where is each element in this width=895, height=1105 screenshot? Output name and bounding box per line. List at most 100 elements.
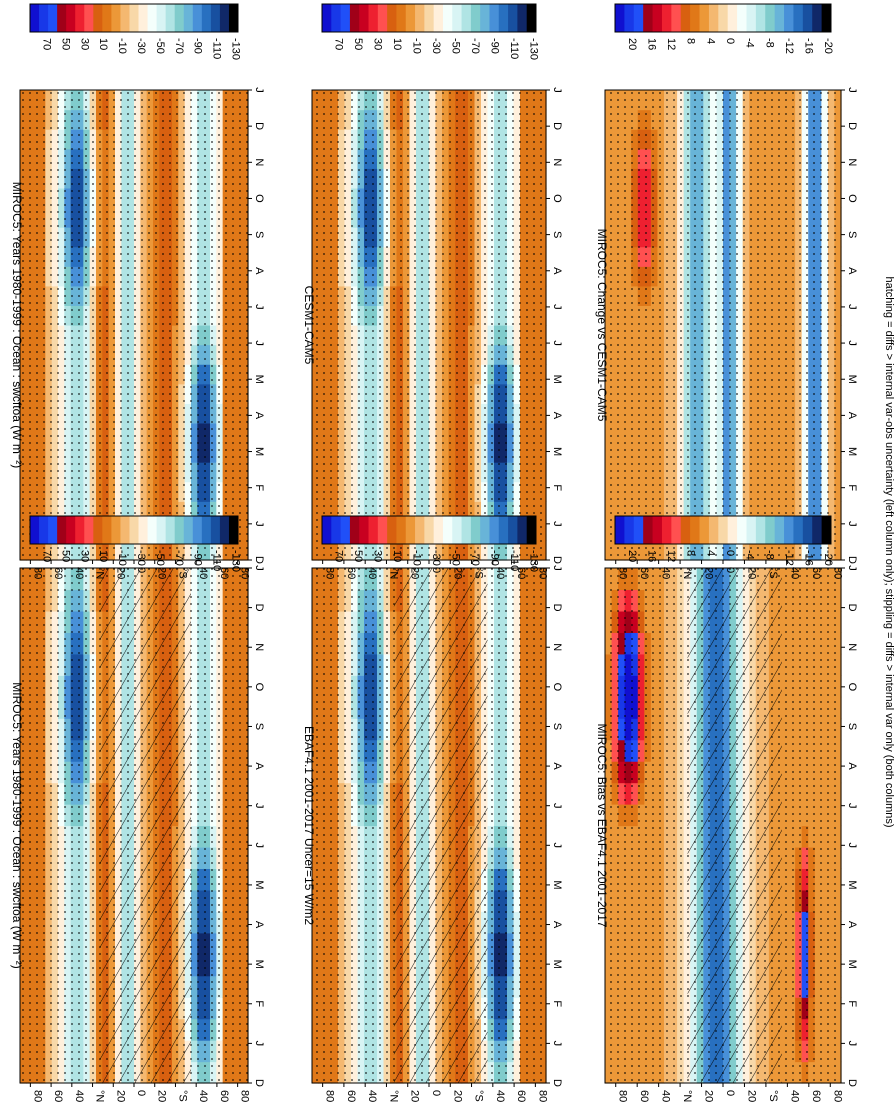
latitude-tick-label: 60 — [515, 567, 527, 579]
stippling-overlay — [312, 90, 546, 560]
latitude-tick-label: °S — [473, 567, 485, 579]
month-tick-label: A — [846, 762, 858, 770]
latitude-tick-label: 40 — [494, 567, 506, 579]
month-tick-label: O — [551, 683, 563, 692]
month-tick-label: A — [253, 921, 265, 929]
month-tick-label: D — [846, 1079, 858, 1087]
month-tick-label: M — [551, 447, 563, 456]
month-tick-label: J — [253, 340, 265, 346]
month-tick-label: D — [551, 556, 563, 564]
month-tick-label: O — [253, 194, 265, 203]
latitude-tick-label: 40 — [366, 1090, 378, 1102]
month-tick-label: J — [253, 565, 265, 571]
latitude-tick-label: 80 — [617, 1090, 629, 1102]
latitude-tick-label: 20 — [703, 1090, 715, 1102]
latitude-tick-label: 40 — [494, 1090, 506, 1102]
month-tick-label: M — [551, 375, 563, 384]
latitude-tick-label: 80 — [324, 567, 336, 579]
month-tick-label: A — [846, 921, 858, 929]
latitude-tick-label: °N — [94, 1090, 106, 1102]
hatching-overlay — [99, 568, 191, 1083]
latitude-tick-label: 0 — [430, 1090, 442, 1096]
month-tick-label: J — [551, 87, 563, 93]
latitude-tick-label: 20 — [409, 567, 421, 579]
month-tick-label: J — [551, 843, 563, 849]
month-tick-label: M — [253, 375, 265, 384]
latitude-tick-label: 60 — [218, 567, 230, 579]
latitude-tick-label: °N — [387, 567, 399, 579]
latitude-tick-label: 60 — [52, 1090, 64, 1102]
latitude-tick-label: 60 — [515, 1090, 527, 1102]
latitude-tick-label: 0 — [430, 567, 442, 573]
month-tick-label: M — [253, 447, 265, 456]
month-tick-label: M — [551, 880, 563, 889]
month-tick-label: M — [551, 960, 563, 969]
latitude-tick-label: °S — [176, 567, 188, 579]
month-tick-label: A — [253, 267, 265, 275]
month-tick-label: J — [551, 803, 563, 809]
month-tick-label: A — [253, 412, 265, 420]
latitude-tick-label: 20 — [156, 567, 168, 579]
latitude-axis: 80 60 40 °N 20 0 20 °S 40 60 80 — [322, 1083, 548, 1102]
latitude-tick-label: 20 — [451, 567, 463, 579]
month-tick-label: J — [551, 304, 563, 310]
month-tick-label: F — [253, 484, 265, 491]
hatching-overlay — [393, 568, 488, 1083]
month-tick-label: M — [253, 880, 265, 889]
latitude-tick-label: 20 — [451, 1090, 463, 1102]
latitude-axis: 80 60 40 °N 20 0 20 °S 40 60 80 — [29, 1083, 251, 1102]
month-tick-label: A — [551, 921, 563, 929]
latitude-tick-label: 40 — [660, 1090, 672, 1102]
latitude-tick-label: °N — [387, 1090, 399, 1102]
latitude-tick-label: 40 — [73, 1090, 85, 1102]
month-tick-label: M — [846, 880, 858, 889]
panel-title: CESM1-CAM5 — [302, 286, 316, 365]
stippling-overlay — [20, 90, 248, 560]
month-tick-label: J — [551, 340, 563, 346]
month-tick-label: O — [253, 683, 265, 692]
latitude-tick-label: 60 — [810, 1090, 822, 1102]
latitude-tick-label: 40 — [197, 1090, 209, 1102]
latitude-tick-label: 40 — [788, 1090, 800, 1102]
latitude-tick-label: 20 — [114, 567, 126, 579]
latitude-tick-label: 20 — [409, 1090, 421, 1102]
panel-title: EBAF4.1 2001-2017 Uncer=15 W/m2 — [302, 726, 316, 925]
month-tick-label: J — [846, 843, 858, 849]
latitude-tick-label: 0 — [135, 1090, 147, 1096]
month-tick-label: O — [551, 194, 563, 203]
month-tick-label: D — [551, 604, 563, 612]
latitude-tick-label: °S — [176, 1090, 188, 1102]
month-tick-label: S — [253, 231, 265, 238]
latitude-tick-label: 60 — [638, 1090, 650, 1102]
month-tick-label: N — [253, 643, 265, 651]
month-tick-label: D — [551, 122, 563, 130]
latitude-tick-label: °S — [473, 1090, 485, 1102]
latitude-axis: 80 60 40 °N 20 0 20 °S 40 60 80 — [615, 1083, 843, 1102]
month-tick-label: J — [253, 803, 265, 809]
panel-title: MIROC5: Bias vs EBAF4.1 2001-2017 — [595, 723, 609, 927]
latitude-tick-label: 40 — [366, 567, 378, 579]
month-tick-label: F — [253, 1000, 265, 1007]
latitude-tick-label: 80 — [536, 1090, 548, 1102]
latitude-tick-label: 40 — [73, 567, 85, 579]
month-tick-label: J — [253, 87, 265, 93]
month-tick-label: A — [551, 267, 563, 275]
month-tick-label: N — [551, 158, 563, 166]
month-tick-label: J — [846, 1041, 858, 1047]
panel-title: MIROC5: Years 1980-1999 : Ocean : swcfto… — [10, 682, 24, 968]
month-tick-label: N — [846, 643, 858, 651]
month-tick-label: O — [846, 683, 858, 692]
month-tick-label: A — [551, 412, 563, 420]
month-tick-label: J — [551, 521, 563, 527]
month-tick-label: J — [253, 521, 265, 527]
latitude-tick-label: °N — [94, 567, 106, 579]
latitude-tick-label: 20 — [745, 1090, 757, 1102]
